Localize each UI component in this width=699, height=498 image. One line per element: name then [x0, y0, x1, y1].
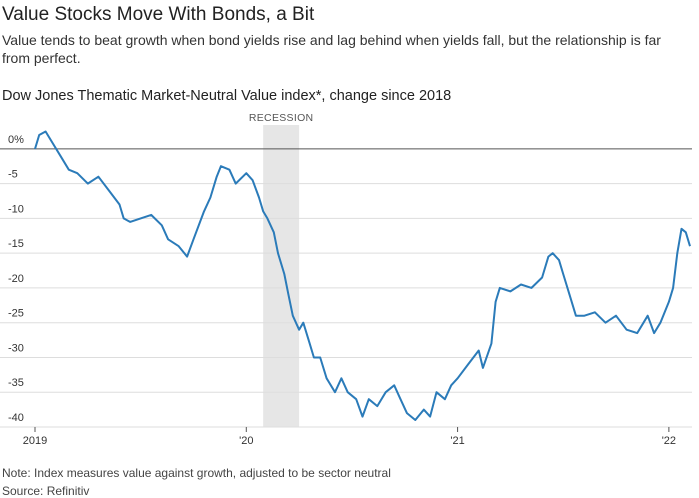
y-tick-label: -5: [8, 169, 18, 181]
y-tick-label: -30: [8, 342, 24, 354]
y-tick-label: 0%: [8, 134, 24, 146]
y-tick-label: -40: [8, 412, 24, 424]
subtitle: Value tends to beat growth when bond yie…: [2, 32, 661, 66]
x-tick-label: 2019: [23, 435, 47, 447]
y-tick-label: -20: [8, 273, 24, 285]
y-tick-label: -25: [8, 308, 24, 320]
x-tick-label: '20: [239, 435, 253, 447]
y-tick-label: -35: [8, 377, 24, 389]
chart-title: Dow Jones Thematic Market-Neutral Value …: [2, 88, 452, 104]
y-tick-label: -15: [8, 238, 24, 250]
annotation-label: RECESSION: [249, 112, 314, 124]
recession-band: [263, 125, 300, 427]
source: Source: Refinitiv: [2, 484, 90, 498]
title: Value Stocks Move With Bonds, a Bit: [2, 4, 315, 25]
note: Note: Index measures value against growt…: [2, 466, 391, 480]
data-line: [34, 130, 691, 421]
y-tick-label: -10: [8, 203, 24, 215]
x-tick-label: '22: [662, 435, 676, 447]
x-tick-label: '21: [450, 435, 464, 447]
